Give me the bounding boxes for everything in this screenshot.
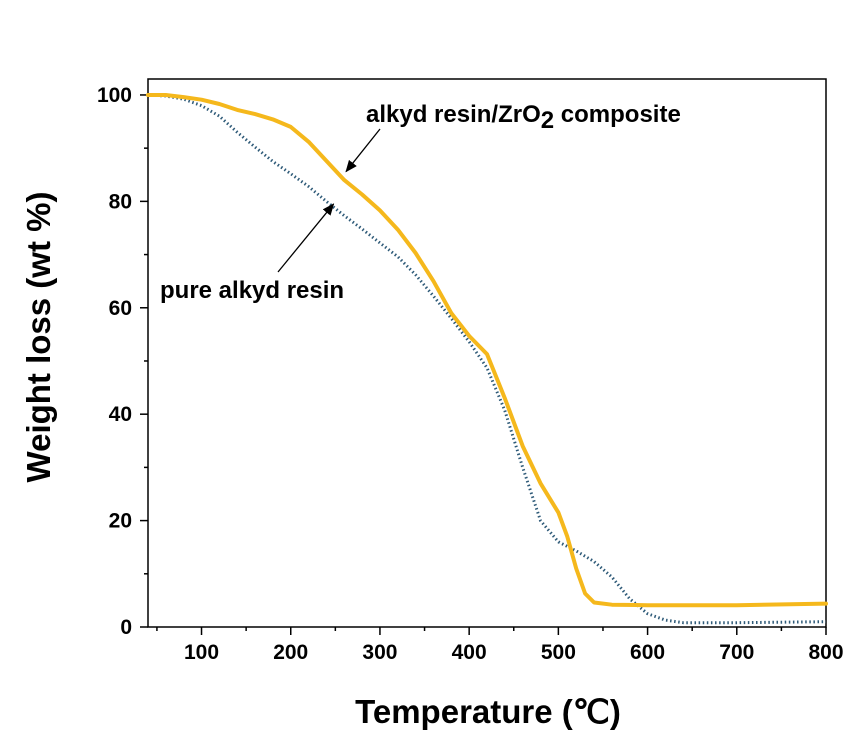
y-tick-label: 60 (109, 297, 132, 320)
annotations: alkyd resin/ZrO2 composite pure alkyd res… (160, 101, 681, 304)
y-axis-title: Weight loss (wt %) (20, 192, 57, 483)
x-tick-label: 700 (719, 641, 754, 664)
annotation-pure-arrow (277, 203, 335, 273)
y-tick-label: 100 (97, 84, 132, 107)
annotation-composite-arrow (345, 128, 381, 173)
y-tick-label: 20 (109, 510, 132, 533)
plot-frame (147, 78, 827, 628)
plot-area (147, 78, 827, 628)
x-tick-label: 600 (630, 641, 665, 664)
x-tick-label: 200 (273, 641, 308, 664)
series-layer (146, 93, 828, 625)
annotation-composite-label: alkyd resin/ZrO2 composite (366, 101, 681, 134)
series-line-composite (146, 93, 828, 608)
series-line-pure (147, 93, 827, 625)
annotation-pure-label: pure alkyd resin (160, 277, 344, 304)
annotation-composite-tail: composite (554, 101, 681, 128)
x-tick-label: 100 (184, 641, 219, 664)
y-tick-label: 40 (109, 403, 132, 426)
x-axis-title: Temperature (℃) (355, 693, 621, 730)
x-tick-label: 800 (808, 641, 843, 664)
axis-ticks: 100 200 300 400 500 600 700 800 0 20 40 60 80 100 (97, 84, 844, 664)
y-tick-label: 80 (109, 190, 132, 213)
x-tick-label: 300 (362, 641, 397, 664)
x-tick-label: 400 (452, 641, 487, 664)
annotation-composite-subscript: 2 (541, 107, 554, 134)
x-tick-label: 500 (541, 641, 576, 664)
y-tick-label: 0 (120, 616, 132, 639)
annotation-composite-main: alkyd resin/ZrO (366, 101, 541, 128)
